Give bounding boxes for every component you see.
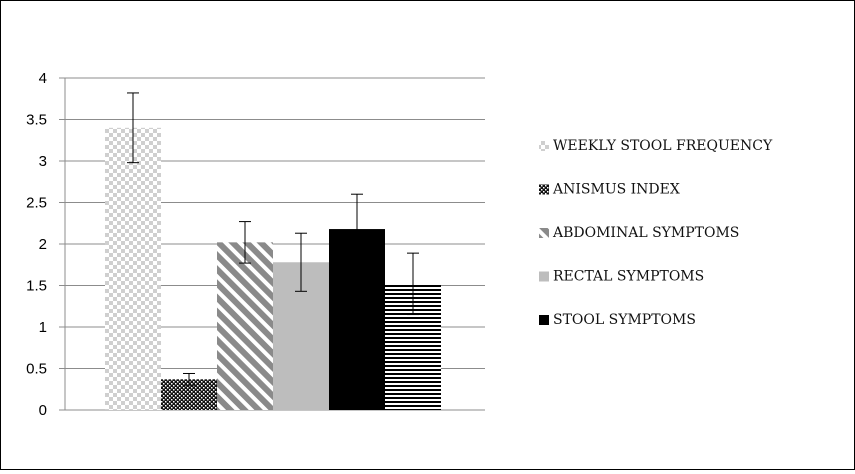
legend-label: ANISMUS INDEX	[552, 182, 680, 198]
legend-swatch	[539, 228, 549, 238]
y-axis-ticks: 0 0.5 1 1.5 2 2.5 3 3.5 4	[26, 70, 47, 419]
y-tick-label: 2	[39, 236, 47, 253]
legend-swatch	[539, 271, 549, 282]
y-tick-label: 0.5	[26, 361, 47, 378]
legend-swatch	[539, 141, 549, 151]
y-tick-label: 4	[39, 70, 47, 87]
bar	[217, 242, 273, 410]
bars	[105, 127, 441, 411]
y-tick-label: 2.5	[26, 195, 47, 212]
bar	[105, 127, 161, 411]
legend-swatch	[539, 184, 549, 195]
legend-label: STOOL SYMPTOMS	[553, 312, 696, 328]
y-tick-label: 1.5	[26, 278, 47, 295]
y-tick-label: 0	[39, 402, 47, 419]
y-tick-label: 1	[39, 319, 47, 336]
error-bars	[127, 92, 419, 386]
legend-swatch	[539, 315, 549, 325]
legend: WEEKLY STOOL FREQUENCY ANISMUS INDEX ABDOM…	[539, 138, 773, 328]
y-tick-label: 3.5	[26, 112, 47, 129]
legend-label: ABDOMINAL SYMPTOMS	[552, 225, 739, 241]
legend-label: RECTAL SYMPTOMS	[553, 269, 704, 285]
legend-label: WEEKLY STOOL FREQUENCY	[553, 138, 773, 154]
y-tick-label: 3	[39, 153, 47, 170]
